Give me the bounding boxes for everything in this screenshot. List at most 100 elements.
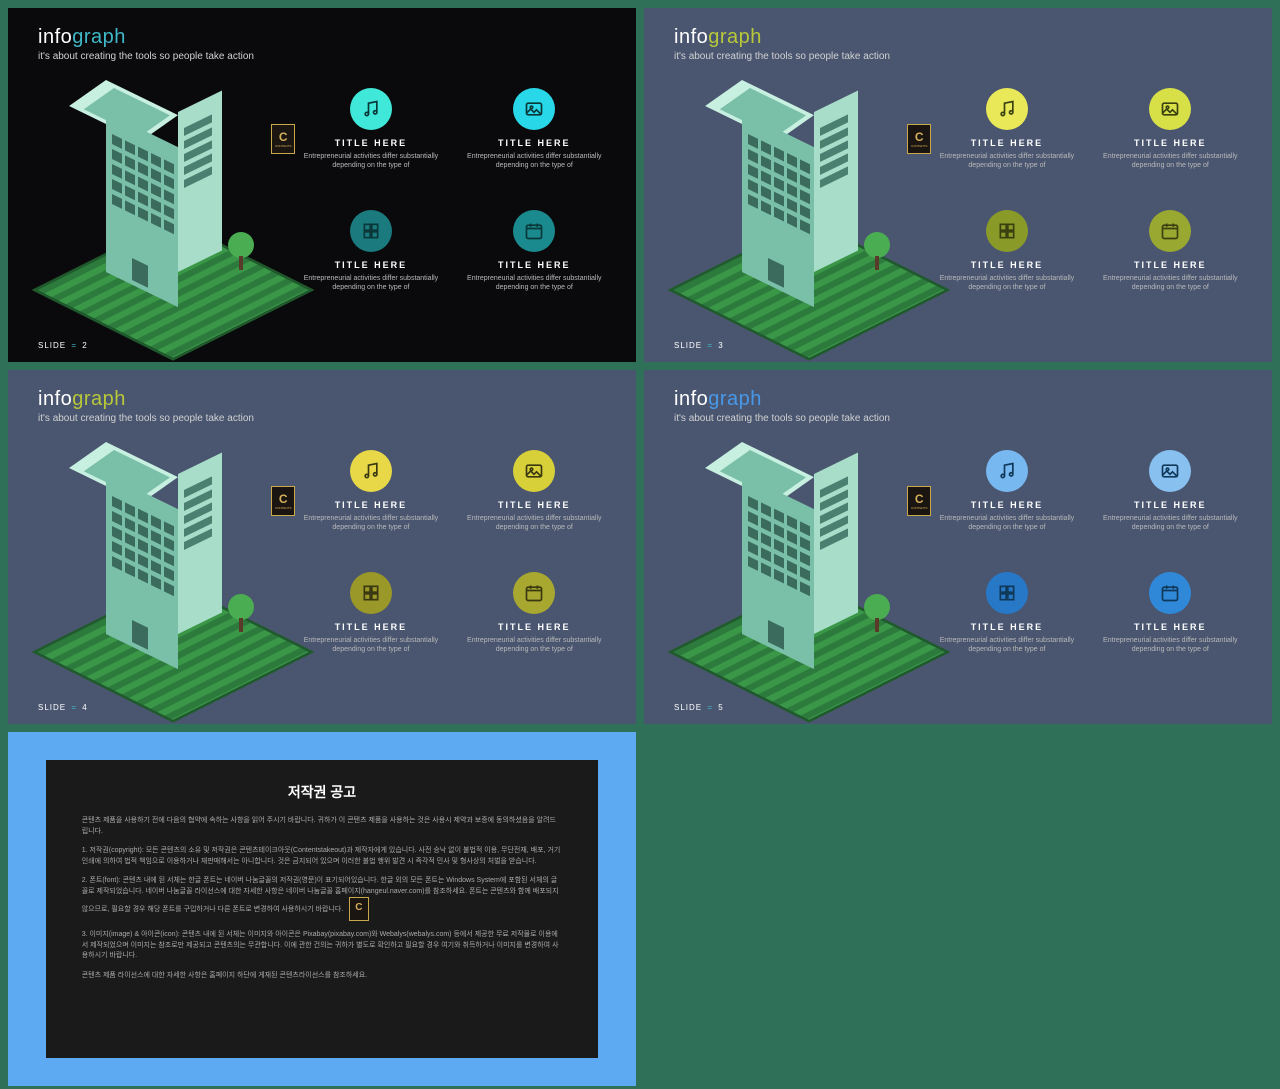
item-title: TITLE HERE — [935, 500, 1078, 510]
copyright-p2: 1. 저작권(copyright): 모든 콘텐츠의 소유 및 저작권은 콘텐츠… — [82, 846, 563, 867]
contents-badge: CCONTENTS — [271, 124, 295, 154]
item-3: TITLE HEREEntrepreneurial activities dif… — [935, 210, 1078, 322]
slide-4: info graph it's about creating the tools… — [8, 370, 636, 724]
item-2: TITLE HERE Entrepreneurial activities dif… — [1099, 450, 1242, 562]
item-4: TITLE HEREEntrepreneurial activities dif… — [1099, 210, 1242, 322]
copyright-slide: 저작권 공고 콘텐츠 제품을 사용하기 전에 다음의 협약에 속하는 사항을 읽… — [8, 732, 636, 1086]
items-grid: CCONTENTS TITLE HEREEntrepreneurial acti… — [299, 444, 606, 684]
title-info: info — [674, 388, 708, 411]
slide-3: info graph it's about creating the tools… — [644, 8, 1272, 362]
item-desc: Entrepreneurial activities differ substa… — [463, 152, 606, 170]
calendar-icon — [513, 210, 555, 252]
title-graph: graph — [708, 388, 762, 411]
item-desc: Entrepreneurial activities differ substa… — [935, 274, 1078, 292]
item-1: TITLE HERE Entrepreneurial activities dif… — [299, 450, 442, 562]
item-title: TITLE HERE — [463, 260, 606, 270]
item-4: TITLE HERE Entrepreneurial activities dif… — [1099, 572, 1242, 684]
music-icon — [350, 450, 392, 492]
item-desc: Entrepreneurial activities differ substa… — [299, 636, 442, 654]
grid-icon — [350, 210, 392, 252]
building-illustration — [38, 82, 299, 322]
slide-number: SLIDE = 3 — [674, 341, 724, 350]
contents-badge: CCONTENTS — [271, 486, 295, 516]
item-desc: Entrepreneurial activities differ substa… — [1099, 636, 1242, 654]
slide-number: SLIDE = 2 — [38, 341, 88, 350]
image-icon — [1149, 450, 1191, 492]
subtitle: it's about creating the tools so people … — [674, 51, 1242, 62]
copyright-p1: 콘텐츠 제품을 사용하기 전에 다음의 협약에 속하는 사항을 읽어 주시기 바… — [82, 816, 563, 837]
item-4: TITLE HERE Entrepreneurial activities di… — [463, 210, 606, 322]
item-desc: Entrepreneurial activities differ substa… — [463, 514, 606, 532]
item-desc: Entrepreneurial activities differ substa… — [299, 152, 442, 170]
calendar-icon — [1149, 572, 1191, 614]
item-desc: Entrepreneurial activities differ substa… — [935, 514, 1078, 532]
copyright-p5: 콘텐츠 제품 라이선스에 대한 자세한 사항은 홈페이지 하단에 게재된 콘텐츠… — [82, 971, 563, 982]
items-grid: CCONTENTS TITLE HEREEntrepreneurial acti… — [935, 444, 1242, 684]
slide-number: SLIDE = 5 — [674, 703, 724, 712]
item-title: TITLE HERE — [299, 138, 442, 148]
item-desc: Entrepreneurial activities differ substa… — [935, 636, 1078, 654]
building-illustration — [674, 444, 935, 684]
item-desc: Entrepreneurial activities differ substa… — [299, 514, 442, 532]
slide-title: info graph — [38, 388, 606, 411]
grid-icon — [986, 572, 1028, 614]
title-info: info — [674, 26, 708, 49]
item-title: TITLE HERE — [463, 138, 606, 148]
slide-title: info graph — [38, 26, 606, 49]
image-icon — [1149, 88, 1191, 130]
item-title: TITLE HERE — [299, 622, 442, 632]
copyright-title: 저작권 공고 — [82, 782, 563, 802]
title-info: info — [38, 26, 72, 49]
item-title: TITLE HERE — [1099, 622, 1242, 632]
slide-title: info graph — [674, 26, 1242, 49]
title-graph: graph — [72, 26, 126, 49]
item-title: TITLE HERE — [463, 500, 606, 510]
item-desc: Entrepreneurial activities differ substa… — [463, 636, 606, 654]
item-3: TITLE HERE Entrepreneurial activities dif… — [935, 572, 1078, 684]
slide-5: info graph it's about creating the tools… — [644, 370, 1272, 724]
item-title: TITLE HERE — [463, 622, 606, 632]
building-illustration — [38, 444, 299, 684]
empty-cell — [644, 732, 1272, 1086]
title-info: info — [38, 388, 72, 411]
item-2: TITLE HERE Entrepreneurial activities di… — [463, 88, 606, 200]
item-desc: Entrepreneurial activities differ substa… — [1099, 152, 1242, 170]
item-title: TITLE HERE — [1099, 138, 1242, 148]
item-title: TITLE HERE — [1099, 500, 1242, 510]
item-desc: Entrepreneurial activities differ substa… — [299, 274, 442, 292]
calendar-icon — [1149, 210, 1191, 252]
slide-2: info graph it's about creating the tools… — [8, 8, 636, 362]
subtitle: it's about creating the tools so people … — [38, 51, 606, 62]
slide-number: SLIDE = 4 — [38, 703, 88, 712]
music-icon — [350, 88, 392, 130]
grid-icon — [986, 210, 1028, 252]
slide-content: CCONTENTS TITLE HERE Entrepreneurial acti… — [674, 444, 1242, 684]
subtitle: it's about creating the tools so people … — [38, 413, 606, 424]
item-title: TITLE HERE — [299, 260, 442, 270]
item-2: TITLE HERE Entrepreneurial activities dif… — [463, 450, 606, 562]
item-2: TITLE HERE Entrepreneurial activities dif… — [1099, 88, 1242, 200]
item-1: TITLE HERE Entrepreneurial activities dif… — [935, 450, 1078, 562]
item-1: TITLE HERE Entrepreneurial activities dif… — [935, 88, 1078, 200]
calendar-icon — [513, 572, 555, 614]
item-desc: Entrepreneurial activities differ substa… — [1099, 514, 1242, 532]
building-illustration — [674, 82, 935, 322]
contents-badge-icon — [349, 897, 369, 921]
item-desc: Entrepreneurial activities differ substa… — [935, 152, 1078, 170]
slide-content: CCONTENTS TITLE HEREEntrepreneurial acti… — [674, 82, 1242, 322]
item-desc: Entrepreneurial activities differ substa… — [1099, 274, 1242, 292]
item-desc: Entrepreneurial activities differ substa… — [463, 274, 606, 292]
copyright-p4: 3. 이미지(image) & 아이콘(icon): 콘텐츠 내에 된 서체는 … — [82, 930, 563, 962]
item-1: TITLE HERE Entrepreneurial activities di… — [299, 88, 442, 200]
item-title: TITLE HERE — [935, 138, 1078, 148]
items-grid: CCONTENTS TITLE HERE Entrepreneurial act… — [299, 82, 606, 322]
item-title: TITLE HERE — [299, 500, 442, 510]
music-icon — [986, 88, 1028, 130]
slide-title: info graph — [674, 388, 1242, 411]
items-grid: CCONTENTS TITLE HEREEntrepreneurial acti… — [935, 82, 1242, 322]
item-title: TITLE HERE — [935, 622, 1078, 632]
image-icon — [513, 88, 555, 130]
image-icon — [513, 450, 555, 492]
copyright-panel: 저작권 공고 콘텐츠 제품을 사용하기 전에 다음의 협약에 속하는 사항을 읽… — [46, 760, 599, 1057]
contents-badge: CCONTENTS — [907, 486, 931, 516]
